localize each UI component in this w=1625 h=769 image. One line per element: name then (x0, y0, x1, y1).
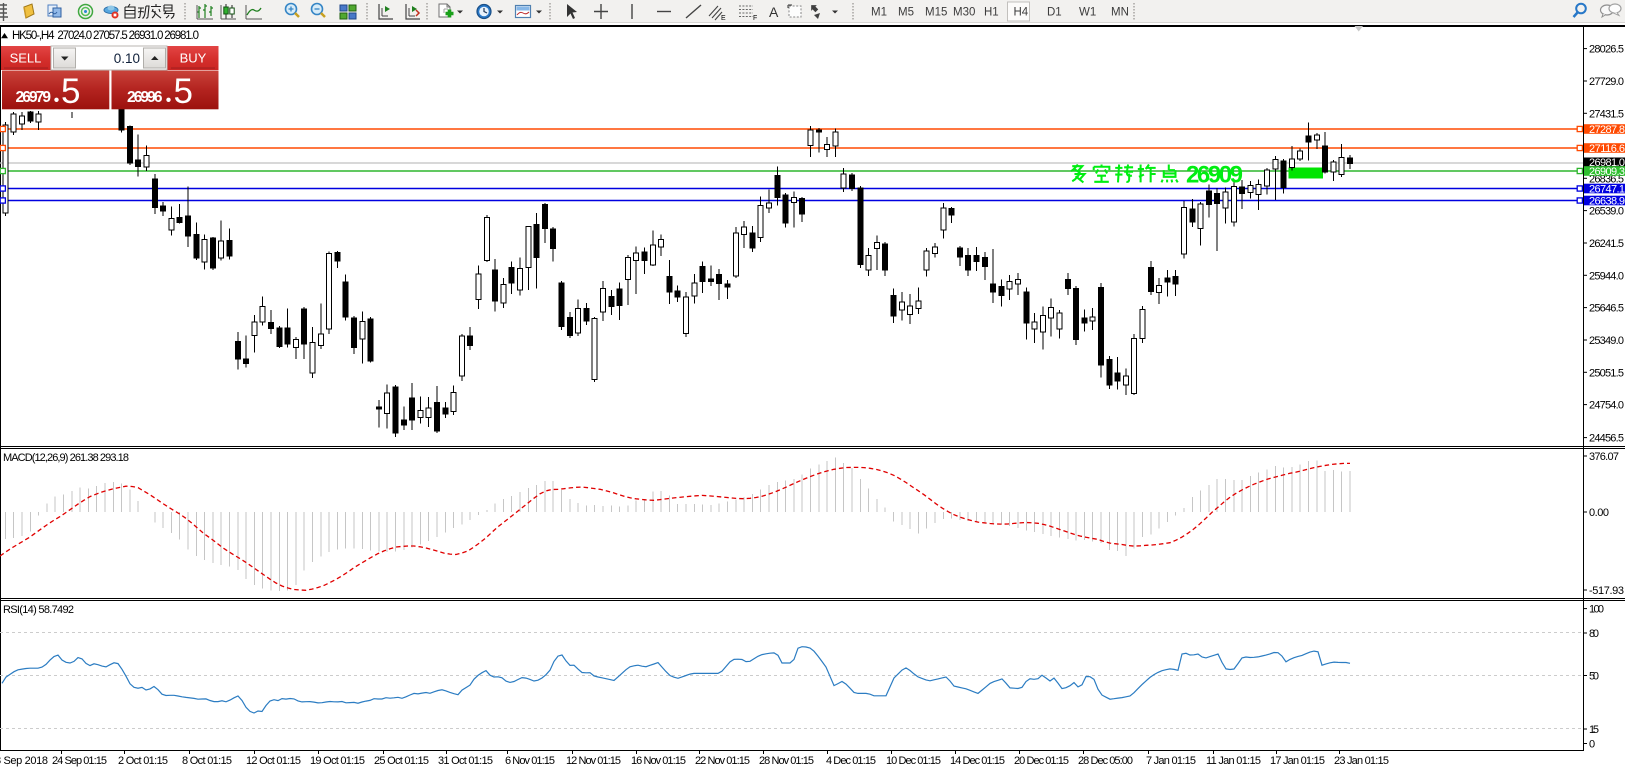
svg-text:0.00: 0.00 (1589, 507, 1609, 519)
svg-text:17 Jan 01:15: 17 Jan 01:15 (1270, 755, 1325, 767)
svg-text:MACD(12,26,9) 261.38 293.18: MACD(12,26,9) 261.38 293.18 (3, 452, 129, 464)
svg-text:A: A (769, 4, 779, 20)
svg-text:20 Dec 01:15: 20 Dec 01:15 (1014, 755, 1069, 767)
svg-text:80: 80 (1589, 628, 1599, 640)
svg-text:W1: W1 (1079, 7, 1096, 19)
svg-text:SELL: SELL (10, 51, 42, 66)
svg-text:MN: MN (1111, 7, 1129, 19)
svg-text:M5: M5 (898, 7, 914, 19)
svg-text:23 Jan 01:15: 23 Jan 01:15 (1334, 755, 1389, 767)
svg-text:H1: H1 (984, 7, 999, 19)
svg-text:2 Oct 01:15: 2 Oct 01:15 (118, 755, 168, 767)
svg-text:5: 5 (174, 72, 193, 111)
svg-text:27729.0: 27729.0 (1589, 76, 1624, 88)
svg-text:26979: 26979 (16, 89, 52, 106)
svg-text:M1: M1 (871, 7, 887, 19)
svg-text:28026.5: 28026.5 (1589, 44, 1624, 56)
svg-text:25 Oct 01:15: 25 Oct 01:15 (374, 755, 429, 767)
svg-text:25944.0: 25944.0 (1589, 270, 1624, 282)
svg-text:12 Oct 01:15: 12 Oct 01:15 (246, 755, 301, 767)
svg-text:E: E (721, 15, 726, 22)
svg-text:12 Nov 01:15: 12 Nov 01:15 (566, 755, 621, 767)
svg-text:8 Oct 01:15: 8 Oct 01:15 (182, 755, 232, 767)
svg-text:26241.5: 26241.5 (1589, 238, 1624, 250)
svg-text:4 Dec 01:15: 4 Dec 01:15 (826, 755, 876, 767)
svg-text:25349.0: 25349.0 (1589, 335, 1624, 347)
svg-text:H4: H4 (1014, 7, 1029, 19)
svg-text:26638.9: 26638.9 (1589, 195, 1625, 207)
svg-text:D1: D1 (1047, 7, 1062, 19)
svg-text:24754.0: 24754.0 (1589, 400, 1624, 412)
svg-text:7 Jan 01:15: 7 Jan 01:15 (1146, 755, 1196, 767)
svg-text:31 Oct 01:15: 31 Oct 01:15 (438, 755, 493, 767)
svg-text:28 Nov 01:15: 28 Nov 01:15 (759, 755, 814, 767)
svg-text:11 Jan 01:15: 11 Jan 01:15 (1206, 755, 1261, 767)
svg-text:26996: 26996 (127, 89, 163, 106)
svg-text:5: 5 (61, 72, 80, 111)
svg-text:26981.0: 26981.0 (1589, 157, 1625, 169)
svg-text:BUY: BUY (180, 51, 207, 66)
svg-text:8 Sep 2018: 8 Sep 2018 (0, 755, 48, 767)
svg-text:26747.1: 26747.1 (1589, 183, 1625, 195)
svg-text:100: 100 (1589, 604, 1604, 616)
svg-text:25051.5: 25051.5 (1589, 367, 1624, 379)
svg-text:26836.5: 26836.5 (1589, 173, 1624, 185)
svg-text:24 Sep 01:15: 24 Sep 01:15 (52, 755, 107, 767)
svg-text:22 Nov 01:15: 22 Nov 01:15 (695, 755, 750, 767)
svg-text:27287.8: 27287.8 (1589, 124, 1625, 136)
svg-text:M15: M15 (925, 7, 947, 19)
svg-text:M30: M30 (953, 7, 975, 19)
svg-text:376.07: 376.07 (1589, 451, 1619, 463)
svg-text:28 Dec 05:00: 28 Dec 05:00 (1078, 755, 1133, 767)
svg-text:27116.6: 27116.6 (1589, 143, 1625, 155)
svg-text:HK50-,H4 27024.0 27057.5 2693: HK50-,H4 27024.0 27057.5 26931.0 26981.0 (12, 30, 199, 42)
svg-text:6 Nov 01:15: 6 Nov 01:15 (505, 755, 555, 767)
svg-text:10 Dec 01:15: 10 Dec 01:15 (886, 755, 941, 767)
svg-text:F: F (753, 15, 757, 22)
svg-text:19 Oct 01:15: 19 Oct 01:15 (310, 755, 365, 767)
svg-text:25646.5: 25646.5 (1589, 303, 1624, 315)
svg-text:24456.5: 24456.5 (1589, 433, 1624, 445)
svg-text:27431.5: 27431.5 (1589, 108, 1624, 120)
svg-text:50: 50 (1589, 671, 1599, 683)
svg-text:26909: 26909 (1186, 162, 1243, 189)
svg-text:15: 15 (1589, 724, 1599, 736)
svg-text:RSI(14) 58.7492: RSI(14) 58.7492 (3, 604, 74, 616)
svg-text:0.10: 0.10 (114, 51, 140, 66)
svg-text:-517.93: -517.93 (1589, 585, 1624, 597)
svg-text:16 Nov 01:15: 16 Nov 01:15 (631, 755, 686, 767)
svg-text:26539.0: 26539.0 (1589, 206, 1624, 218)
svg-text:0: 0 (1589, 739, 1595, 751)
svg-text:14 Dec 01:15: 14 Dec 01:15 (950, 755, 1005, 767)
svg-text:26909.3: 26909.3 (1589, 166, 1625, 178)
